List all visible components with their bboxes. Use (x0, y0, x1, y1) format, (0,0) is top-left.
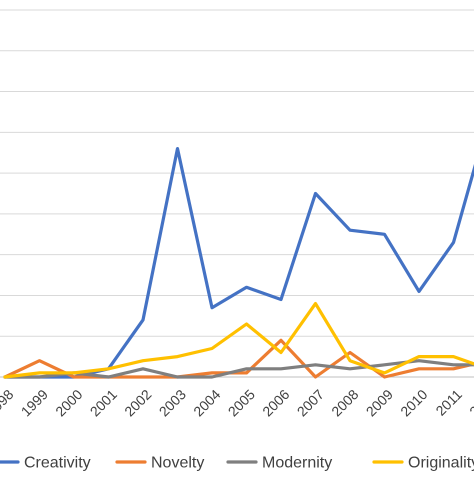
x-tick-label: 2008 (328, 386, 361, 419)
legend-label: Modernity (262, 455, 332, 472)
x-tick-label: 2010 (397, 386, 430, 419)
x-tick-label: 2012 (466, 386, 474, 419)
x-tick-label: 2000 (52, 386, 85, 419)
x-tick-label: 2009 (363, 386, 396, 419)
x-tick-labels: 1998 1999 2000 2001 2002 2003 2004 2005 2006 2007… (0, 386, 474, 419)
x-tick-label: 2004 (190, 386, 223, 419)
legend-item-creativity: Creativity (0, 455, 91, 472)
series-line-originality (3, 302, 474, 379)
legend: Creativity Novelty Modernity Originality (0, 455, 474, 472)
series-line-modernity (3, 359, 474, 379)
x-tick-label: 1998 (0, 386, 17, 419)
series-line-novelty (3, 338, 474, 379)
x-tick-label: 2001 (87, 386, 120, 419)
legend-label: Novelty (151, 455, 204, 472)
x-tick-label: 2007 (294, 386, 327, 419)
x-tick-label: 2003 (156, 386, 189, 419)
x-tick-label: 2005 (225, 386, 258, 419)
legend-item-novelty: Novelty (115, 455, 204, 472)
legend-label: Creativity (24, 455, 91, 472)
x-tick-label: 2002 (121, 386, 154, 419)
series-group (3, 147, 474, 379)
x-tick-label: 2011 (432, 386, 465, 419)
legend-label: Originality (408, 455, 474, 472)
legend-item-modernity: Modernity (226, 455, 332, 472)
gridlines (0, 9, 474, 378)
x-tick-label: 2006 (259, 386, 292, 419)
x-tick-label: 1999 (18, 386, 51, 419)
series-line-creativity (3, 147, 474, 379)
legend-item-originality: Originality (372, 455, 474, 472)
